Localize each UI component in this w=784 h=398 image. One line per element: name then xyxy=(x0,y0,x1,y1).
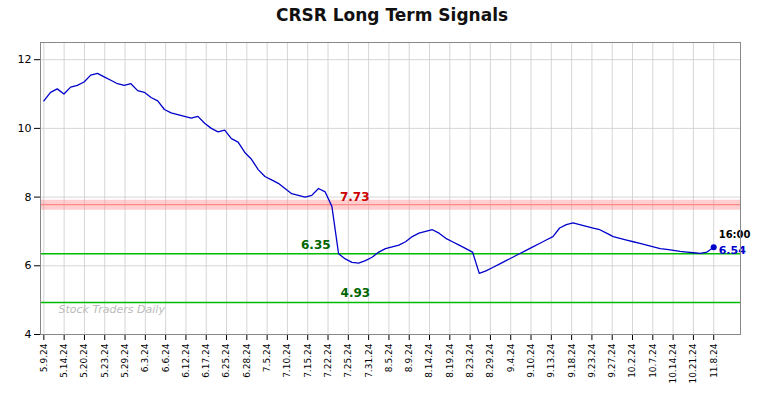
svg-text:6.54: 6.54 xyxy=(719,244,746,257)
svg-text:10: 10 xyxy=(18,122,32,135)
svg-text:6.17.24: 6.17.24 xyxy=(201,343,211,378)
svg-text:8.29.24: 8.29.24 xyxy=(485,343,495,378)
svg-text:10.14.24: 10.14.24 xyxy=(668,343,678,383)
svg-text:5.20.24: 5.20.24 xyxy=(79,343,89,378)
html-text:CRSR Long Term Signals: CRSR Long Term Signals xyxy=(275,5,509,25)
svg-text:5.29.24: 5.29.24 xyxy=(120,343,130,378)
svg-text:7.73: 7.73 xyxy=(340,190,370,204)
svg-text:7.22.24: 7.22.24 xyxy=(323,343,333,378)
svg-text:8.14.24: 8.14.24 xyxy=(424,343,434,378)
svg-text:9.27.24: 9.27.24 xyxy=(607,343,617,378)
svg-text:8.5.24: 8.5.24 xyxy=(384,343,394,372)
svg-text:7.10.24: 7.10.24 xyxy=(282,343,292,378)
svg-text:6.12.24: 6.12.24 xyxy=(181,343,191,378)
svg-text:5.9.24: 5.9.24 xyxy=(39,343,49,372)
svg-text:9.10.24: 9.10.24 xyxy=(526,343,536,378)
svg-text:10.2.24: 10.2.24 xyxy=(627,343,637,378)
svg-text:6.25.24: 6.25.24 xyxy=(221,343,231,378)
svg-text:9.13.24: 9.13.24 xyxy=(546,343,556,378)
svg-text:5.14.24: 5.14.24 xyxy=(59,343,69,378)
svg-text:7.15.24: 7.15.24 xyxy=(303,343,313,378)
svg-text:8.19.24: 8.19.24 xyxy=(445,343,455,378)
svg-text:10.7.24: 10.7.24 xyxy=(648,343,658,378)
svg-text:6.28.24: 6.28.24 xyxy=(242,343,252,378)
svg-text:6.6.24: 6.6.24 xyxy=(161,343,171,372)
svg-text:4.93: 4.93 xyxy=(341,286,371,300)
svg-text:7.25.24: 7.25.24 xyxy=(343,343,353,378)
svg-text:9.18.24: 9.18.24 xyxy=(566,343,576,378)
svg-text:11.8.24: 11.8.24 xyxy=(709,343,719,378)
svg-text:12: 12 xyxy=(18,53,32,66)
svg-text:4: 4 xyxy=(25,328,32,341)
svg-text:9.4.24: 9.4.24 xyxy=(506,343,516,372)
svg-text:8.9.24: 8.9.24 xyxy=(404,343,414,372)
svg-text:9.23.24: 9.23.24 xyxy=(587,343,597,378)
svg-text:8: 8 xyxy=(25,191,32,204)
svg-text:6: 6 xyxy=(25,259,32,272)
svg-text:7.5.24: 7.5.24 xyxy=(262,343,272,372)
svg-text:Stock Traders Daily: Stock Traders Daily xyxy=(59,303,166,316)
svg-text:5.23.24: 5.23.24 xyxy=(100,343,110,378)
svg-text:16:00: 16:00 xyxy=(719,229,751,240)
svg-text:10.21.24: 10.21.24 xyxy=(688,343,698,383)
svg-text:8.23.24: 8.23.24 xyxy=(465,343,475,378)
svg-text:6.35: 6.35 xyxy=(301,238,331,252)
svg-text:6.3.24: 6.3.24 xyxy=(140,343,150,372)
svg-text:7.31.24: 7.31.24 xyxy=(364,343,374,378)
